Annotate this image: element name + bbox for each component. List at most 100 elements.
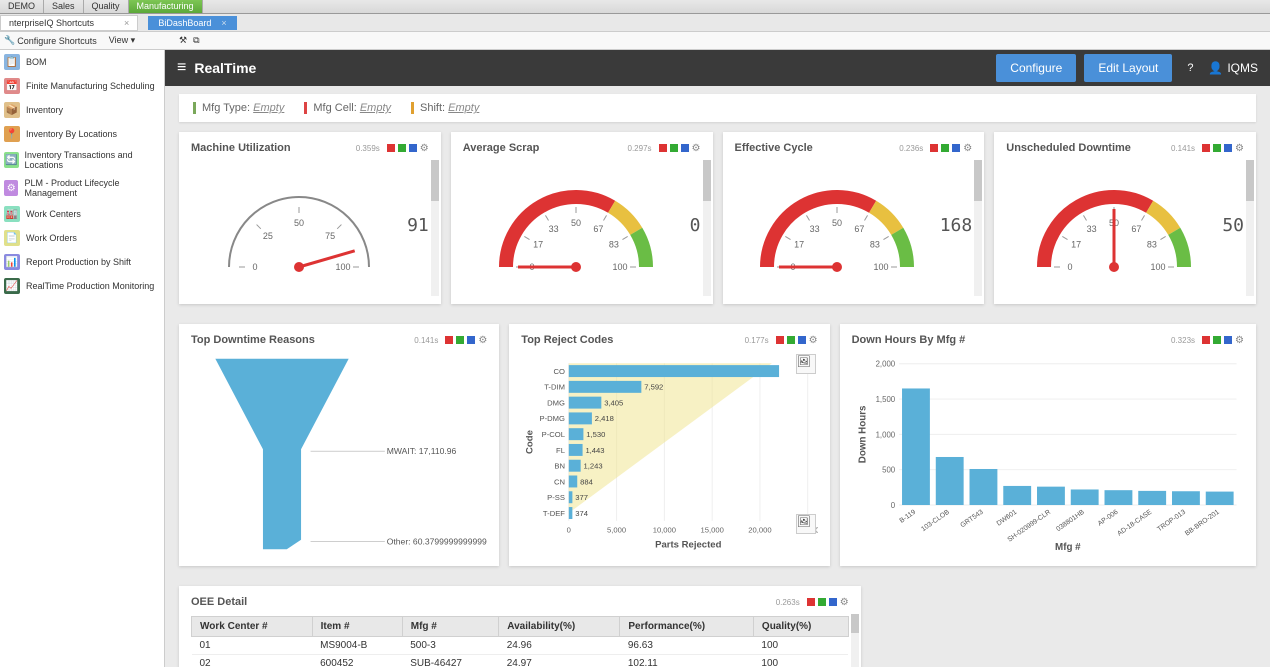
shortcuts-tab-label: nterpriseIQ Shortcuts (9, 18, 94, 28)
sidebar-item-7[interactable]: 📄Work Orders (0, 226, 164, 250)
status-icon[interactable] (941, 144, 949, 152)
table-header[interactable]: Item # (312, 617, 402, 637)
status-icon[interactable] (681, 144, 689, 152)
table-header[interactable]: Availability(%) (499, 617, 620, 637)
svg-text:50: 50 (294, 218, 304, 228)
edit-layout-button[interactable]: Edit Layout (1084, 54, 1172, 82)
status-icon[interactable] (1202, 144, 1210, 152)
gauge-value: 0 (690, 215, 701, 236)
svg-text:CO: CO (554, 367, 566, 376)
gear-icon[interactable]: ⚙ (478, 335, 487, 346)
sidebar-icon: 📋 (4, 54, 20, 70)
help-icon[interactable]: ? (1180, 58, 1200, 78)
table-header[interactable]: Performance(%) (620, 617, 754, 637)
status-icon[interactable] (1224, 144, 1232, 152)
status-icon[interactable] (387, 144, 395, 152)
close-icon[interactable]: × (221, 18, 226, 28)
svg-text:374: 374 (576, 509, 589, 518)
dashboard-file-tab[interactable]: BiDashBoard × (148, 16, 236, 30)
table-header[interactable]: Quality(%) (753, 617, 848, 637)
table-header[interactable]: Work Center # (192, 617, 313, 637)
sidebar-item-4[interactable]: 🔄Inventory Transactions and Locations (0, 146, 164, 174)
scrollbar[interactable] (974, 160, 982, 296)
filter-value: Empty (360, 102, 391, 114)
sidebar-item-label: Work Centers (26, 209, 81, 219)
gauge-svg: 0255075100 (199, 172, 399, 282)
status-icon[interactable] (930, 144, 938, 152)
gear-icon[interactable]: ⚙ (692, 143, 701, 154)
status-icon[interactable] (1213, 336, 1221, 344)
status-icon[interactable] (829, 598, 837, 606)
oee-detail-widget: OEE Detail 0.263s ⚙ Work Center #Item #M… (179, 586, 861, 667)
sidebar-item-6[interactable]: 🏭Work Centers (0, 202, 164, 226)
svg-text:67: 67 (854, 224, 864, 234)
scrollbar[interactable] (703, 160, 711, 296)
status-icon[interactable] (659, 144, 667, 152)
table-row[interactable]: 02600452SUB-4642724.97102.11100 (192, 655, 849, 667)
filter-2[interactable]: Shift: Empty (411, 102, 479, 114)
status-icon[interactable] (456, 336, 464, 344)
status-icon[interactable] (798, 336, 806, 344)
table-row[interactable]: 01MS9004-B500-324.9696.63100 (192, 637, 849, 655)
user-menu[interactable]: 👤 IQMS (1208, 61, 1258, 75)
sidebar-item-3[interactable]: 📍Inventory By Locations (0, 122, 164, 146)
filter-0[interactable]: Mfg Type: Empty (193, 102, 284, 114)
copy-icon[interactable]: ⧉ (193, 35, 199, 46)
status-icon[interactable] (776, 336, 784, 344)
svg-text:P-COL: P-COL (542, 430, 565, 439)
user-label: IQMS (1227, 61, 1258, 75)
svg-text:DMG: DMG (547, 398, 565, 407)
top-tab-manufacturing[interactable]: Manufacturing (129, 0, 203, 13)
svg-text:BB-BRO-201: BB-BRO-201 (1184, 509, 1221, 538)
table-header[interactable]: Mfg # (402, 617, 499, 637)
svg-text:0: 0 (253, 262, 258, 272)
status-icon[interactable] (818, 598, 826, 606)
down-hours-widget: Down Hours By Mfg #0.323s ⚙ 05001,0001,5… (840, 324, 1256, 566)
scrollbar[interactable] (431, 160, 439, 296)
gear-icon[interactable]: ⚙ (809, 335, 818, 346)
svg-text:Parts Rejected: Parts Rejected (655, 540, 721, 551)
timing-label: 0.177s (745, 336, 769, 345)
status-icon[interactable] (409, 144, 417, 152)
status-icon[interactable] (445, 336, 453, 344)
top-tab-sales[interactable]: Sales (44, 0, 84, 13)
filter-1[interactable]: Mfg Cell: Empty (304, 102, 391, 114)
close-icon[interactable]: × (124, 18, 129, 28)
tools-icon[interactable]: ⚒ (179, 35, 187, 46)
sidebar-item-5[interactable]: ⚙PLM - Product Lifecycle Management (0, 174, 164, 202)
gear-icon[interactable]: ⚙ (1235, 335, 1244, 346)
status-icon[interactable] (807, 598, 815, 606)
scrollbar[interactable] (851, 614, 859, 667)
svg-text:DW601: DW601 (995, 509, 1018, 528)
gear-icon[interactable]: ⚙ (840, 597, 849, 608)
status-icon[interactable] (1224, 336, 1232, 344)
svg-text:CN: CN (554, 477, 565, 486)
sidebar-item-8[interactable]: 📊Report Production by Shift (0, 250, 164, 274)
status-icon[interactable] (467, 336, 475, 344)
svg-text:038801HB: 038801HB (1055, 509, 1086, 534)
view-dropdown[interactable]: View ▾ (109, 35, 135, 46)
sidebar-item-1[interactable]: 📅Finite Manufacturing Scheduling (0, 74, 164, 98)
status-icon[interactable] (952, 144, 960, 152)
sidebar-item-9[interactable]: 📈RealTime Production Monitoring (0, 274, 164, 298)
filter-label: Shift: (420, 102, 445, 114)
configure-shortcuts-link[interactable]: 🔧 Configure Shortcuts (4, 35, 97, 46)
filter-row: Mfg Type: Empty Mfg Cell: Empty Shift: Emp… (179, 94, 1256, 122)
gear-icon[interactable]: ⚙ (1235, 143, 1244, 154)
hamburger-icon[interactable]: ≡ (177, 59, 186, 77)
scrollbar[interactable] (1246, 160, 1254, 296)
svg-text:83: 83 (609, 240, 619, 250)
status-icon[interactable] (1202, 336, 1210, 344)
status-icon[interactable] (398, 144, 406, 152)
top-tab-quality[interactable]: Quality (84, 0, 129, 13)
status-icon[interactable] (670, 144, 678, 152)
sidebar-item-0[interactable]: 📋BOM (0, 50, 164, 74)
gear-icon[interactable]: ⚙ (963, 143, 972, 154)
shortcuts-tab[interactable]: nterpriseIQ Shortcuts × (0, 15, 138, 31)
status-icon[interactable] (1213, 144, 1221, 152)
status-icon[interactable] (787, 336, 795, 344)
configure-button[interactable]: Configure (996, 54, 1076, 82)
top-tab-demo[interactable]: DEMO (0, 0, 44, 13)
sidebar-item-2[interactable]: 📦Inventory (0, 98, 164, 122)
gear-icon[interactable]: ⚙ (420, 143, 429, 154)
